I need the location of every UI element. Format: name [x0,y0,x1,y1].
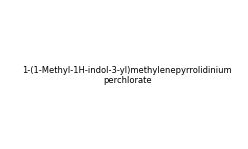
Text: 1-(1-Methyl-1H-indol-3-yl)methylenepyrrolidinium perchlorate: 1-(1-Methyl-1H-indol-3-yl)methylenepyrro… [22,66,232,85]
